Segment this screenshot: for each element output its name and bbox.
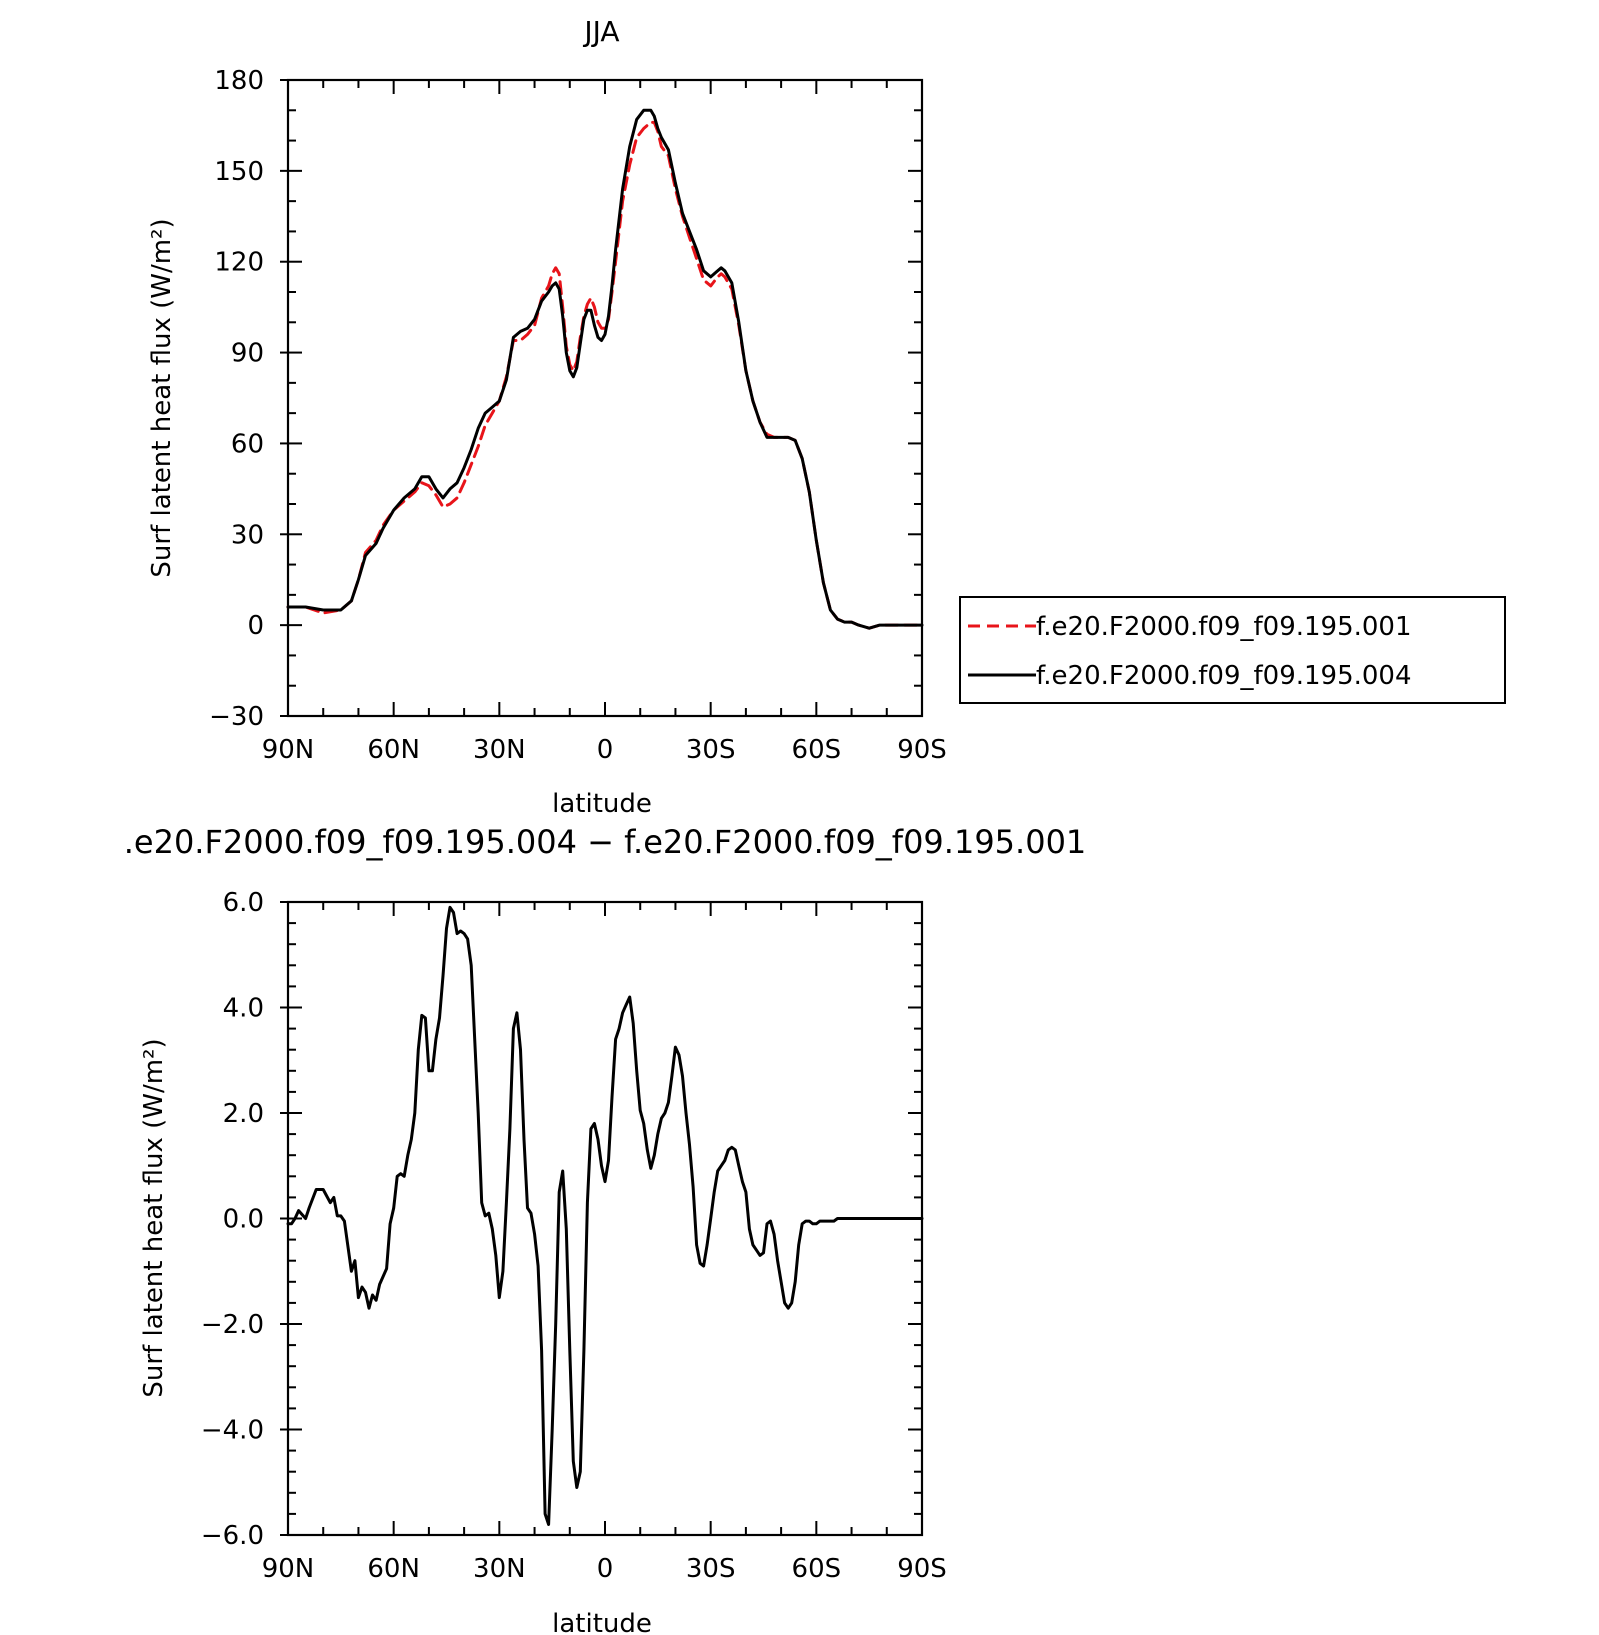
top-chart-xlabel: latitude (552, 789, 652, 819)
bottom-x-tick-label: 30N (473, 1554, 526, 1584)
bottom-chart-ylabel: Surf latent heat flux (W/m²) (139, 1038, 169, 1397)
top-y-tick-label: 180 (214, 66, 264, 96)
top-series-line-1 (286, 120, 924, 630)
top-y-tick-label: 120 (214, 248, 264, 278)
top-chart-axes (280, 78, 924, 718)
bottom-chart-series (286, 905, 924, 1526)
bottom-y-tick-label: −6.0 (201, 1521, 264, 1551)
bottom-y-tick-label: 2.0 (223, 1099, 264, 1129)
bottom-x-tick-label: 30S (686, 1554, 736, 1584)
bottom-plot-frame (286, 900, 924, 1537)
legend: f.e20.F2000.f09_f09.195.001 f.e20.F2000.… (959, 596, 1506, 704)
bottom-series-line-1 (286, 905, 924, 1526)
bottom-chart-title: .e20.F2000.f09_f09.195.004 − f.e20.F2000… (124, 823, 1087, 861)
panel-seasonal-mean: JJA Surf latent heat flux (W/m²) latitud… (147, 15, 947, 819)
bottom-x-tick-label: 0 (597, 1554, 614, 1584)
top-chart-tick-labels: 90N 60N 30N 0 30S 60S 90S −30 0 30 60 90 120 150 180 (209, 66, 947, 765)
bottom-x-tick-label: 90S (897, 1554, 947, 1584)
bottom-y-tick-label: −2.0 (201, 1310, 264, 1340)
top-y-tick-label: 0 (247, 611, 264, 641)
bottom-y-tick-label: 4.0 (223, 994, 264, 1024)
top-chart-ylabel: Surf latent heat flux (W/m²) (147, 218, 177, 577)
bottom-y-tick-label: −4.0 (201, 1416, 264, 1446)
top-x-tick-label: 60N (367, 735, 420, 765)
top-x-tick-label: 60S (792, 735, 842, 765)
top-plot-frame (286, 78, 924, 718)
bottom-chart-xlabel: latitude (552, 1609, 652, 1635)
top-chart-title: JJA (582, 15, 619, 48)
panel-difference: .e20.F2000.f09_f09.195.004 − f.e20.F2000… (124, 823, 1087, 1635)
top-y-tick-label: −30 (209, 702, 264, 732)
top-x-tick-label: 90N (262, 735, 315, 765)
legend-label-series-004: f.e20.F2000.f09_f09.195.004 (1036, 661, 1412, 691)
bottom-x-tick-label: 90N (262, 1554, 315, 1584)
top-y-tick-label: 150 (214, 157, 264, 187)
top-y-tick-label: 60 (231, 429, 264, 459)
bottom-chart-tick-labels: 90N 60N 30N 0 30S 60S 90S −6.0 −4.0 −2.0 0.0 2.0 4.0… (201, 888, 947, 1584)
legend-box (959, 596, 1506, 704)
legend-label-series-001: f.e20.F2000.f09_f09.195.001 (1036, 612, 1412, 642)
top-x-tick-label: 0 (597, 735, 614, 765)
top-x-tick-label: 90S (897, 735, 947, 765)
bottom-x-tick-label: 60N (367, 1554, 420, 1584)
top-x-tick-label: 30S (686, 735, 736, 765)
bottom-y-tick-label: 6.0 (223, 888, 264, 918)
bottom-chart-axes (280, 900, 924, 1537)
top-chart-series (286, 108, 924, 630)
top-x-tick-label: 30N (473, 735, 526, 765)
top-series-line-2 (286, 108, 924, 630)
bottom-y-tick-label: 0.0 (223, 1205, 264, 1235)
bottom-x-tick-label: 60S (792, 1554, 842, 1584)
top-y-tick-label: 30 (231, 520, 264, 550)
top-y-tick-label: 90 (231, 339, 264, 369)
